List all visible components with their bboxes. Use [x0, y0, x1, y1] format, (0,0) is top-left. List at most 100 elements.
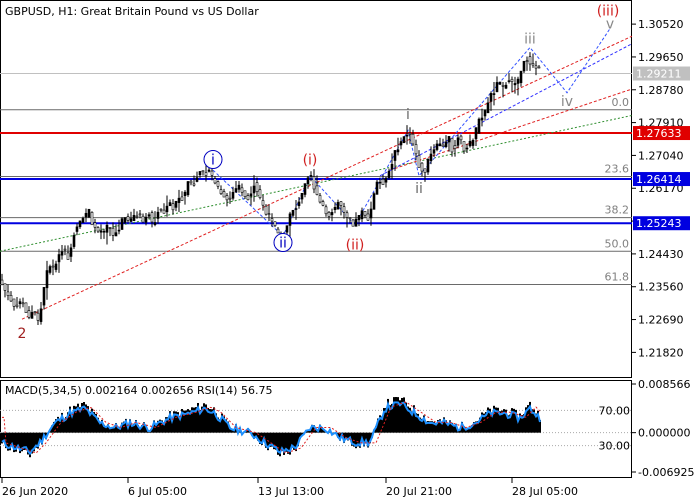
macd-histogram-bar [429, 421, 431, 433]
candle-body [429, 153, 433, 162]
macd-histogram-bar [193, 407, 195, 433]
y-tick-label: 1.29650 [638, 51, 684, 64]
candle-body [222, 191, 226, 198]
candle-body [249, 193, 253, 197]
macd-histogram-bar [455, 423, 457, 433]
macd-histogram-bar [73, 405, 75, 433]
macd-histogram-bar [261, 432, 263, 445]
candle-body [522, 60, 526, 72]
macd-histogram-bar [253, 432, 255, 439]
candle-body [348, 217, 352, 220]
macd-histogram-bar [7, 432, 9, 451]
candle-body [177, 197, 181, 203]
candle-body [438, 143, 442, 147]
macd-histogram-bar [119, 428, 121, 433]
macd-histogram-bar [171, 418, 173, 433]
x-tick-label: 6 Jul 05:00 [128, 485, 187, 498]
macd-histogram-bar [375, 426, 377, 433]
macd-histogram-bar [365, 432, 367, 442]
macd-histogram-bar [55, 419, 57, 433]
macd-histogram-bar [85, 404, 87, 433]
candle-body [6, 291, 10, 296]
macd-histogram-bar [131, 424, 133, 433]
candle-body [384, 177, 388, 183]
x-tick-label: 20 Jul 21:00 [386, 485, 452, 498]
candle-body [411, 133, 415, 145]
macd-signal-line [2, 401, 541, 454]
macd-histogram-bar [215, 413, 217, 433]
macd-histogram-bar [509, 414, 511, 433]
price-level-tag [633, 172, 690, 187]
candle-body [468, 140, 472, 147]
candle-body [312, 176, 316, 190]
macd-histogram-bar [213, 407, 215, 433]
macd-histogram-bar [357, 432, 359, 447]
candle-body [402, 136, 406, 144]
macd-histogram-bar [437, 420, 439, 433]
candle-body [186, 181, 190, 196]
macd-histogram-bar [229, 427, 231, 433]
fib-level-label: 38.2 [605, 204, 630, 217]
candle-body [174, 200, 178, 208]
candle-body [78, 220, 82, 228]
candle-body [390, 163, 394, 170]
candle-body [246, 195, 250, 201]
macd-histogram-bar [179, 416, 181, 433]
candle-body [441, 144, 445, 147]
candle-body [54, 263, 58, 270]
candle-body [342, 206, 346, 213]
candle-body [69, 247, 73, 257]
macd-histogram-bar [137, 425, 139, 433]
candle-body [273, 221, 277, 227]
candle-body [0, 279, 4, 285]
macd-histogram-bar [519, 413, 521, 433]
macd-histogram-bar [529, 401, 531, 433]
macd-histogram-bar [99, 421, 101, 433]
candle-body [30, 312, 34, 319]
macd-histogram-bar [273, 432, 275, 450]
candle-body [45, 270, 49, 289]
macd-histogram-bar [539, 420, 541, 433]
macd-histogram-bar [81, 402, 83, 433]
macd-histogram-bar [469, 427, 471, 433]
macd-histogram-bar [403, 397, 405, 433]
candle-body [255, 182, 259, 193]
macd-histogram-bar [285, 432, 287, 452]
candle-body [138, 213, 142, 216]
macd-histogram-bar [67, 412, 69, 433]
rsi-tick-label: 70.00 [599, 404, 631, 417]
candle-body [198, 171, 202, 176]
candle-body [189, 180, 193, 184]
candle-body [180, 196, 184, 201]
macd-histogram-bar [209, 409, 211, 433]
x-tick-label: 28 Jul 05:00 [512, 485, 578, 498]
macd-histogram-bar [23, 432, 25, 450]
candle-body [3, 283, 7, 291]
candle-body [396, 149, 400, 153]
candle-body [270, 218, 274, 222]
macd-histogram-bar [405, 402, 407, 433]
candle-body [216, 181, 220, 187]
macd-histogram-bar [481, 412, 483, 433]
macd-histogram-bar [441, 421, 443, 433]
candle-body [327, 212, 331, 217]
red-channel-mid [389, 88, 632, 171]
candle-body [111, 227, 115, 236]
candle-body [171, 203, 175, 211]
macd-histogram-bar [471, 425, 473, 433]
macd-histogram-bar [501, 410, 503, 433]
candle-body [501, 85, 505, 87]
candle-body [147, 214, 151, 217]
candle-body [75, 226, 79, 232]
macd-histogram-bar [435, 423, 437, 433]
macd-histogram-bar [13, 432, 15, 453]
macd-histogram-bar [195, 407, 197, 433]
price-level-tag [633, 216, 690, 231]
candle-body [84, 212, 88, 218]
macd-histogram-bar [447, 423, 449, 433]
candle-body [120, 218, 124, 230]
macd-histogram-bar [339, 432, 341, 441]
macd-histogram-bar [407, 406, 409, 433]
macd-histogram-bar [151, 427, 153, 433]
candle-body [153, 222, 157, 225]
